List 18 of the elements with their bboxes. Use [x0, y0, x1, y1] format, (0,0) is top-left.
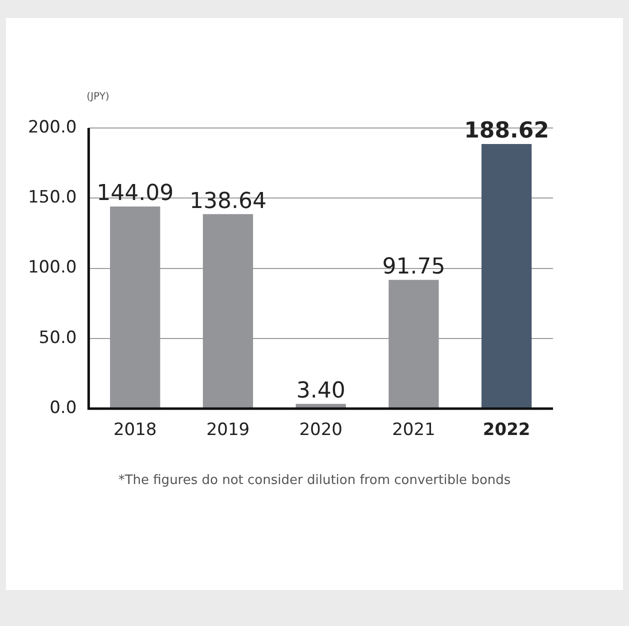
bar [481, 144, 532, 408]
x-tick-label: 2022 [482, 420, 530, 440]
y-tick-label: 200.0 [28, 117, 77, 138]
y-tick-label: 150.0 [28, 188, 77, 208]
data-label: 188.62 [464, 118, 550, 144]
y-tick-label: 50.0 [38, 328, 77, 348]
text: *The figures do not consider dilution from convertible bonds [117, 473, 512, 488]
x-tick-label: 2020 [299, 420, 342, 440]
x-tick-label: 2021 [392, 420, 436, 440]
data-label: 138.64 [189, 188, 266, 214]
x-tick-label: 2018 [113, 420, 157, 440]
y-tick-label: 100.0 [28, 258, 77, 278]
y-axis-title: (JPY) [86, 92, 110, 103]
data-label: 144.09 [96, 181, 174, 206]
data-label: 3.40 [296, 378, 346, 404]
x-tick-label: 2019 [206, 420, 250, 440]
y-tick-label: 0.0 [50, 398, 77, 418]
data-label: 91.75 [382, 254, 446, 280]
